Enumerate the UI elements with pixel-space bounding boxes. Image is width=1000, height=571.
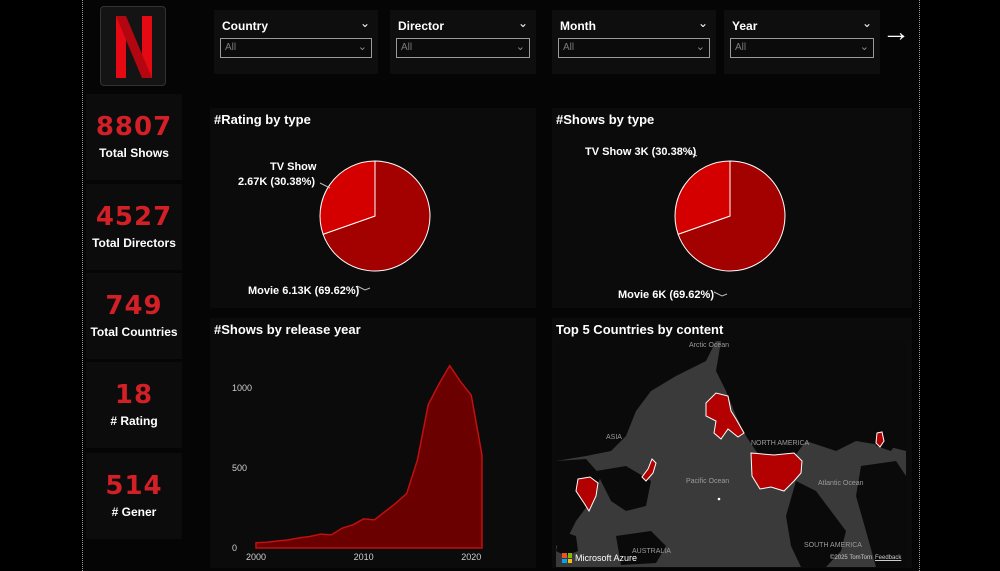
pie-slice-movie[interactable] xyxy=(322,160,431,272)
dropdown-value: All xyxy=(225,42,237,53)
kpi-total-directors: 4527 Total Directors xyxy=(86,184,182,270)
y-tick-label: 0 xyxy=(232,543,237,553)
filter-title: Country xyxy=(222,19,268,33)
arrow-right-icon[interactable]: → xyxy=(882,16,910,47)
area-series[interactable] xyxy=(255,364,483,549)
y-tick-label: 500 xyxy=(232,463,247,473)
pie-leader-line xyxy=(713,291,728,297)
chevron-down-icon[interactable]: ⌄ xyxy=(697,16,708,30)
map-label-australia: AUSTRALIA xyxy=(632,548,671,555)
map-label-pacific: Pacific Ocean xyxy=(686,478,729,485)
dropdown-value: All xyxy=(735,42,747,53)
feedback-link[interactable]: Feedback xyxy=(875,555,902,561)
shows-pie-chart xyxy=(674,151,786,297)
panel-title: #Shows by release year xyxy=(214,322,361,337)
dropdown-chevron-icon[interactable]: ⌄ xyxy=(695,41,705,53)
chevron-down-icon[interactable]: ⌄ xyxy=(359,16,370,30)
pie-slice-tv-show[interactable] xyxy=(319,160,376,235)
rating-pie-chart xyxy=(319,160,431,291)
pie-slice-tv-show[interactable] xyxy=(674,160,731,235)
release-year-area-chart: 0 500 1000 2000 2010 2020 xyxy=(232,364,483,562)
filter-country[interactable]: Country ⌄ All ⌄ xyxy=(214,10,378,74)
chevron-down-icon[interactable]: ⌄ xyxy=(517,16,528,30)
kpi-total-countries: 749 Total Countries xyxy=(86,273,182,359)
dropdown-chevron-icon[interactable]: ⌄ xyxy=(859,41,869,53)
map-label-south-america: SOUTH AMERICA xyxy=(804,542,862,549)
kpi-label: # Gener xyxy=(111,505,157,519)
panel-title: Top 5 Countries by content xyxy=(556,322,724,337)
map-label-asia: ASIA xyxy=(606,434,622,441)
x-tick-label: 2000 xyxy=(246,552,266,562)
month-dropdown[interactable]: All ⌄ xyxy=(558,38,710,58)
netflix-logo xyxy=(100,6,166,86)
dropdown-value: All xyxy=(563,42,575,53)
kpi-label: Total Countries xyxy=(90,325,178,339)
pie-leader-line xyxy=(687,151,698,157)
map-copyright: ©2025 TomTom Feedback xyxy=(830,555,901,561)
kpi-genre: 514 # Gener xyxy=(86,453,182,539)
kpi-value: 8807 xyxy=(95,112,173,142)
map-label-atlantic: Atlantic Ocean xyxy=(818,480,864,487)
pie-label-tv: TV Show xyxy=(270,161,317,173)
kpi-value: 18 xyxy=(114,380,154,410)
microsoft-logo-icon xyxy=(562,553,572,563)
netflix-n-icon xyxy=(116,16,152,78)
pie-label-tv: TV Show 3K (30.38%) xyxy=(585,146,697,158)
panel-title: #Shows by type xyxy=(556,112,655,127)
pie-label-movie: Movie 6.13K (69.62%) xyxy=(248,285,360,297)
kpi-value: 749 xyxy=(105,291,163,321)
filter-title: Month xyxy=(560,19,596,33)
map-provider: Microsoft Azure xyxy=(575,553,638,563)
chevron-down-icon[interactable]: ⌄ xyxy=(861,16,872,30)
pie-label-tv-value: 2.67K (30.38%) xyxy=(238,176,316,188)
kpi-label: # Rating xyxy=(110,414,158,428)
x-tick-label: 2020 xyxy=(461,552,481,562)
kpi-total-shows: 8807 Total Shows xyxy=(86,94,182,180)
pie-leader-line xyxy=(356,285,371,291)
pie-label-movie: Movie 6K (69.62%) xyxy=(618,289,714,301)
pie-leader-line xyxy=(319,182,331,189)
year-dropdown[interactable]: All ⌄ xyxy=(730,38,874,58)
pie-slice-movie[interactable] xyxy=(677,160,786,272)
dropdown-chevron-icon[interactable]: ⌄ xyxy=(515,41,525,53)
filter-title: Year xyxy=(732,19,758,33)
x-tick-label: 2010 xyxy=(354,552,374,562)
map-label-arctic: Arctic Ocean xyxy=(689,342,729,349)
kpi-value: 4527 xyxy=(95,202,173,232)
dropdown-value: All xyxy=(401,42,413,53)
director-dropdown[interactable]: All ⌄ xyxy=(396,38,530,58)
filter-year[interactable]: Year ⌄ All ⌄ xyxy=(724,10,880,74)
filter-title: Director xyxy=(398,19,445,33)
kpi-label: Total Directors xyxy=(92,236,176,250)
filter-month[interactable]: Month ⌄ All ⌄ xyxy=(552,10,716,74)
map-label-north-america: NORTH AMERICA xyxy=(751,440,810,447)
kpi-rating: 18 # Rating xyxy=(86,362,182,448)
country-dropdown[interactable]: All ⌄ xyxy=(220,38,372,58)
dropdown-chevron-icon[interactable]: ⌄ xyxy=(357,41,367,53)
kpi-value: 514 xyxy=(105,471,163,501)
filter-director[interactable]: Director ⌄ All ⌄ xyxy=(390,10,536,74)
world-map[interactable]: Arctic Ocean ASIA NORTH AMERICA Pacific … xyxy=(556,341,906,567)
copyright-text: ©2025 TomTom xyxy=(830,555,872,561)
panel-title: #Rating by type xyxy=(214,112,311,127)
y-tick-label: 1000 xyxy=(232,383,252,393)
kpi-label: Total Shows xyxy=(99,146,169,160)
